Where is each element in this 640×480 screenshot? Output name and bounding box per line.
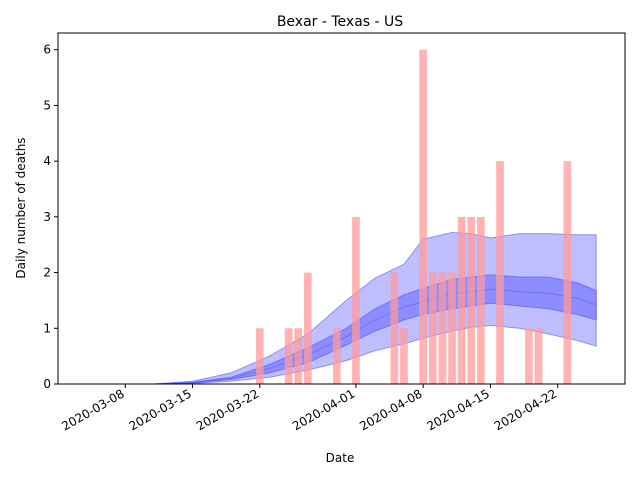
y-tick-label: 2: [43, 266, 51, 280]
bar-2020-04-05: [390, 272, 399, 384]
bar-2020-04-14: [477, 216, 485, 384]
bar-2020-04-09: [429, 272, 437, 384]
bar-2020-03-22: [256, 328, 264, 384]
bar-2020-04-08: [419, 49, 427, 384]
y-axis-label: Daily number of deaths: [14, 137, 28, 278]
x-tick-label: 2020-03-22: [194, 386, 261, 433]
bar-2020-04-12: [457, 216, 466, 384]
x-tick-label: 2020-04-22: [492, 386, 559, 433]
bar-2020-04-01: [352, 216, 360, 384]
bar-2020-04-19: [525, 328, 533, 384]
bar-2020-04-16: [496, 161, 504, 384]
bar-2020-03-27: [304, 272, 312, 384]
y-tick-label: 4: [43, 154, 51, 168]
x-tick-label: 2020-03-15: [127, 386, 194, 433]
y-tick-label: 6: [43, 43, 51, 57]
x-tick-label: 2020-04-15: [425, 386, 492, 433]
inner-band: [154, 274, 597, 385]
bar-2020-04-11: [448, 272, 456, 384]
bar-2020-03-25: [284, 328, 293, 384]
x-tick-label: 2020-04-01: [290, 386, 357, 433]
bar-2020-03-26: [294, 328, 303, 384]
bar-2020-03-30: [332, 328, 341, 384]
plot-frame: [57, 32, 626, 385]
bar-2020-04-10: [438, 272, 447, 384]
y-tick-label: 1: [43, 321, 51, 335]
bar-2020-04-20: [534, 328, 543, 384]
x-tick-label: 2020-04-08: [357, 386, 424, 433]
bar-2020-04-13: [467, 216, 476, 384]
median-line: [154, 288, 597, 385]
chart-title: Bexar - Texas - US: [277, 14, 403, 30]
y-tick-label: 3: [43, 210, 51, 224]
bar-2020-04-06: [400, 328, 408, 384]
y-tick-label: 0: [43, 377, 51, 391]
x-axis-label: Date: [326, 451, 355, 465]
x-tick-label: 2020-03-08: [59, 386, 126, 433]
plot-area: [154, 49, 597, 385]
y-tick-label: 5: [43, 98, 51, 112]
bar-2020-04-23: [563, 161, 572, 384]
